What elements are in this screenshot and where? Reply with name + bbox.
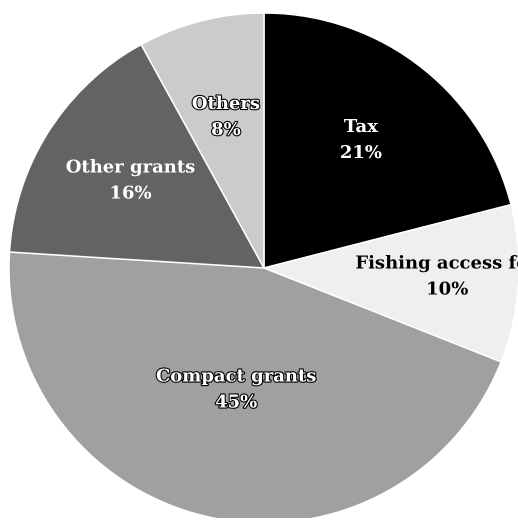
slice-category-label: Fishing access fee xyxy=(355,253,518,274)
pie-label-compact-grants: Compact grants 45% xyxy=(156,365,316,412)
slice-percent-label: 21% xyxy=(340,142,382,163)
slice-percent-label: 16% xyxy=(109,182,151,203)
pie-slice-fishing-access-fee xyxy=(261,203,518,363)
pie-label-fishing-access-fee: Fishing access fee 10% xyxy=(355,253,518,300)
slice-percent-label: 8% xyxy=(211,119,241,140)
pie-slice-compact-grants xyxy=(8,251,503,523)
pie-slice-tax xyxy=(263,12,512,269)
slice-category-label: Other grants xyxy=(66,156,196,177)
pie-slice-others xyxy=(140,12,265,269)
pie-label-tax: Tax 21% xyxy=(340,116,382,163)
pie-slice-other-grants xyxy=(8,43,266,269)
slice-category-label: Others xyxy=(192,93,260,114)
slice-percent-label: 10% xyxy=(426,279,468,300)
slice-category-label: Tax xyxy=(344,116,378,137)
pie-label-other-grants: Other grants 16% xyxy=(66,156,196,203)
slice-percent-label: 45% xyxy=(215,391,257,412)
pie-slices xyxy=(8,12,518,523)
pie-labels: Tax 21% Fishing access fee 10% Compact grant… xyxy=(66,92,518,414)
slice-category-label: Compact grants xyxy=(156,365,316,386)
pie-label-others: Others 8% xyxy=(192,93,260,140)
